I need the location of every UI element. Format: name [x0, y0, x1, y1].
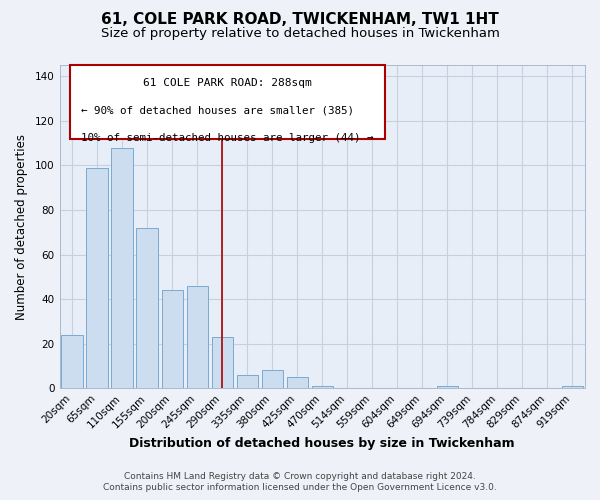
FancyBboxPatch shape — [70, 65, 385, 140]
Bar — [161, 290, 183, 388]
Bar — [112, 148, 133, 388]
Text: Contains HM Land Registry data © Crown copyright and database right 2024.: Contains HM Land Registry data © Crown c… — [124, 472, 476, 481]
Bar — [236, 375, 258, 388]
Y-axis label: Number of detached properties: Number of detached properties — [15, 134, 28, 320]
Text: Size of property relative to detached houses in Twickenham: Size of property relative to detached ho… — [101, 28, 499, 40]
Bar — [287, 377, 308, 388]
Text: Contains public sector information licensed under the Open Government Licence v3: Contains public sector information licen… — [103, 484, 497, 492]
Bar — [61, 335, 83, 388]
Bar — [311, 386, 333, 388]
Bar — [437, 386, 458, 388]
Text: 61 COLE PARK ROAD: 288sqm: 61 COLE PARK ROAD: 288sqm — [143, 78, 312, 88]
Bar — [187, 286, 208, 388]
X-axis label: Distribution of detached houses by size in Twickenham: Distribution of detached houses by size … — [130, 437, 515, 450]
Text: ← 90% of detached houses are smaller (385): ← 90% of detached houses are smaller (38… — [80, 106, 353, 116]
Text: 10% of semi-detached houses are larger (44) →: 10% of semi-detached houses are larger (… — [80, 133, 373, 143]
Text: 61, COLE PARK ROAD, TWICKENHAM, TW1 1HT: 61, COLE PARK ROAD, TWICKENHAM, TW1 1HT — [101, 12, 499, 28]
Bar — [262, 370, 283, 388]
Bar — [562, 386, 583, 388]
Bar — [86, 168, 108, 388]
Bar — [212, 337, 233, 388]
Bar — [136, 228, 158, 388]
